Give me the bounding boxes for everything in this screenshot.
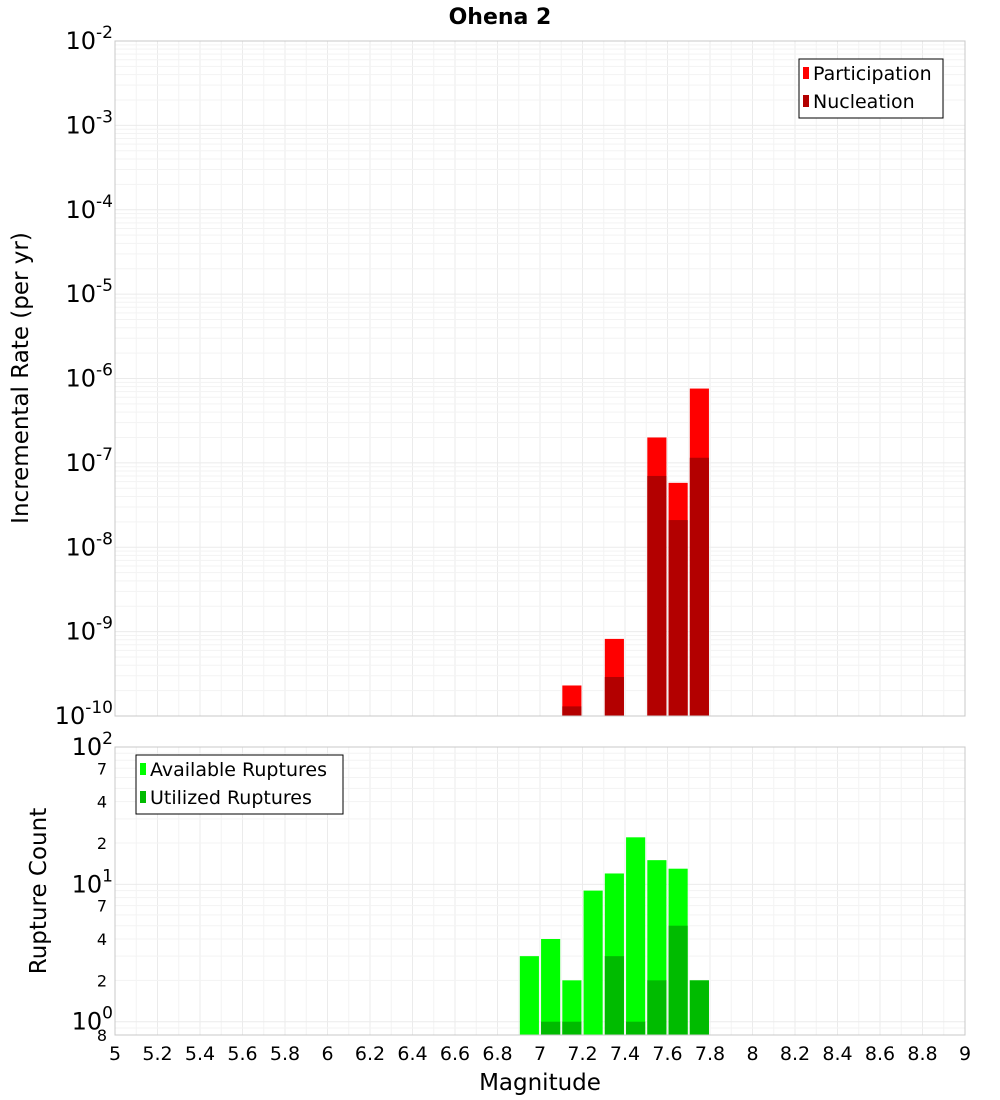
top-legend-box: [798, 58, 944, 119]
bottom-y-tick-label: 100: [72, 1004, 113, 1036]
bottom-y-minor-tick-label: 2: [97, 971, 107, 990]
bottom-bar-available: [626, 837, 646, 1035]
top-bar-nucleation: [689, 457, 709, 716]
top-bars: [562, 388, 709, 716]
bottom-bar-utilized: [626, 1021, 646, 1035]
bottom-bar-available: [541, 939, 561, 1035]
x-tick-label: 6.8: [482, 1043, 512, 1065]
bottom-y-minor-tick-label: 7: [97, 759, 107, 778]
bottom-y-minor-tick-label: 7: [97, 897, 107, 916]
bottom-legend: Available Ruptures Utilized Ruptures: [135, 754, 344, 815]
top-plot-frame: [114, 40, 966, 717]
top-y-tick-label: 10-7: [66, 445, 114, 477]
x-tick-label: 7.4: [610, 1043, 640, 1065]
x-tick-label: 8.6: [865, 1043, 895, 1065]
bottom-bars: [519, 837, 709, 1035]
top-y-tick-label: 10-9: [66, 614, 114, 646]
legend-label-utilized: Utilized Ruptures: [150, 787, 312, 809]
top-y-tick-label: 10-10: [55, 698, 113, 730]
top-y-tick-label: 10-5: [66, 276, 114, 308]
top-bar-nucleation: [668, 520, 688, 716]
x-tick-label: 8.2: [780, 1043, 810, 1065]
top-y-tick-label: 10-4: [66, 192, 114, 224]
x-tick-label: 5: [109, 1043, 121, 1065]
bottom-y-axis-label: Rupture Count: [26, 808, 52, 974]
bottom-bar-utilized: [689, 980, 709, 1035]
x-tick-label: 6: [321, 1043, 333, 1065]
bottom-y-ticks: 102 101 100 7 4 2 7 4 2 8: [72, 729, 113, 1045]
x-tick-label: 8: [746, 1043, 758, 1065]
bottom-y-tick-label: 101: [72, 866, 113, 898]
top-panel: 10-2 10-3 10-4 10-5 10-6 10-7 10-8 10-9 10-10 In…: [8, 23, 966, 730]
bottom-bar-available: [562, 980, 582, 1035]
legend-swatch-nucleation: [803, 95, 809, 107]
bottom-y-minor-tick-label: 8: [97, 1026, 107, 1045]
legend-label-participation: Participation: [813, 63, 932, 85]
bottom-panel: 102 101 100 7 4 2 7 4 2 8 5 5.2 5.4 5.6 5.8 6 6.2 6.4 6.6…: [26, 729, 971, 1096]
x-tick-label: 8.4: [822, 1043, 852, 1065]
top-y-ticks: 10-2 10-3 10-4 10-5 10-6 10-7 10-8 10-9 10-10: [55, 23, 113, 730]
bottom-bar-utilized: [647, 980, 667, 1035]
bottom-legend-box: [135, 754, 344, 815]
legend-label-nucleation: Nucleation: [813, 91, 915, 113]
x-tick-label: 7.8: [695, 1043, 725, 1065]
top-y-tick-label: 10-3: [66, 107, 114, 139]
bottom-bar-utilized: [562, 1021, 582, 1035]
bottom-plot-frame: [114, 746, 966, 1036]
legend-swatch-participation: [803, 67, 809, 79]
chart-title: Ohena 2: [449, 5, 552, 30]
bottom-bar-available: [583, 890, 603, 1035]
top-grid: [114, 40, 966, 717]
top-y-tick-label: 10-8: [66, 529, 114, 561]
x-tick-label: 7.6: [652, 1043, 682, 1065]
x-tick-label: 9: [959, 1043, 971, 1065]
x-axis-label: Magnitude: [479, 1070, 601, 1096]
x-tick-label: 5.4: [185, 1043, 215, 1065]
top-bar-nucleation: [647, 475, 667, 716]
x-tick-label: 8.8: [907, 1043, 937, 1065]
top-y-tick-label: 10-6: [66, 361, 114, 393]
legend-swatch-available: [140, 763, 146, 775]
bottom-bar-utilized: [541, 1021, 561, 1035]
bottom-bar-utilized: [604, 956, 624, 1035]
bottom-y-minor-tick-label: 4: [97, 930, 107, 949]
bottom-y-tick-label: 102: [72, 729, 113, 761]
top-y-axis-label: Incremental Rate (per yr): [8, 232, 34, 524]
x-tick-label: 5.8: [270, 1043, 300, 1065]
top-legend: Participation Nucleation: [798, 58, 944, 119]
bottom-y-minor-tick-label: 4: [97, 793, 107, 812]
bottom-y-minor-tick-label: 2: [97, 834, 107, 853]
bottom-bar-utilized: [668, 925, 688, 1035]
x-tick-label: 6.6: [440, 1043, 470, 1065]
top-y-tick-label: 10-2: [66, 23, 114, 55]
x-tick-label: 7.2: [567, 1043, 597, 1065]
bottom-bar-available: [519, 956, 539, 1035]
top-bar-nucleation: [562, 706, 582, 716]
legend-label-available: Available Ruptures: [150, 759, 327, 781]
x-tick-label: 5.2: [142, 1043, 172, 1065]
x-tick-label: 6.4: [397, 1043, 427, 1065]
x-ticks: 5 5.2 5.4 5.6 5.8 6 6.2 6.4 6.6 6.8 7 7.2 7.4 7.6 7.8 8…: [109, 1043, 971, 1065]
top-bar-nucleation: [604, 676, 624, 716]
x-tick-label: 6.2: [355, 1043, 385, 1065]
x-tick-label: 7: [534, 1043, 546, 1065]
x-tick-label: 5.6: [227, 1043, 257, 1065]
legend-swatch-utilized: [140, 791, 146, 803]
